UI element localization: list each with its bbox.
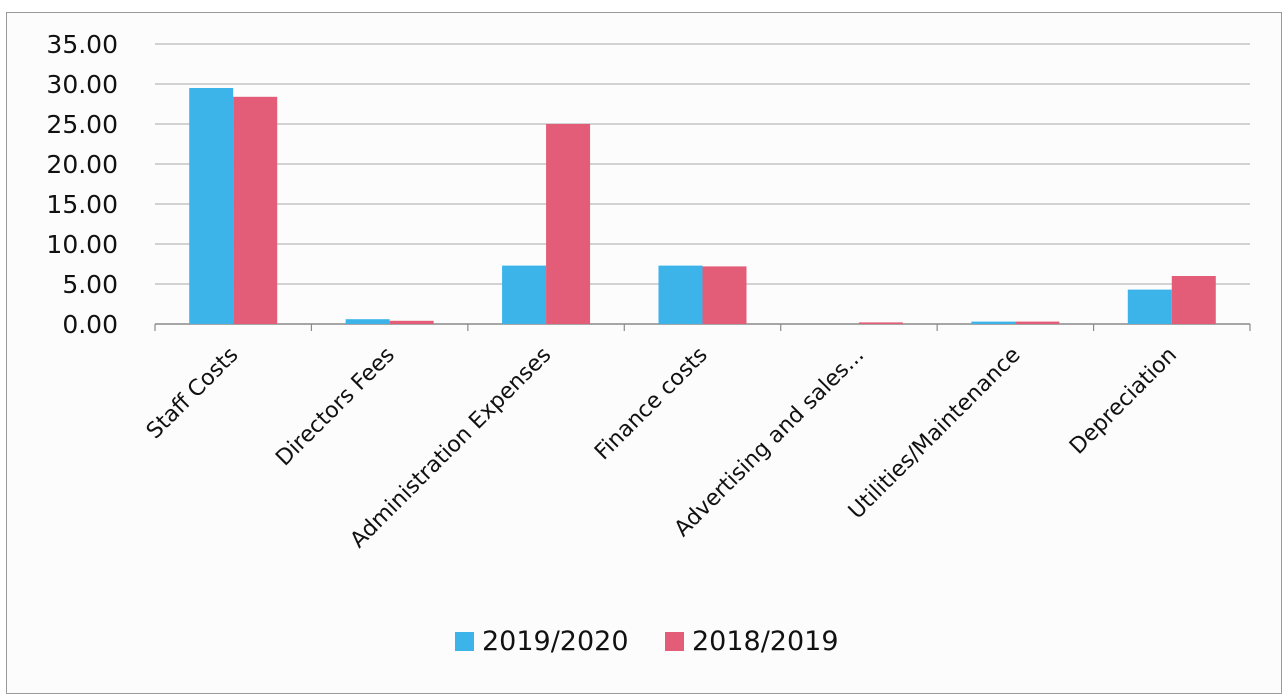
bar-2018-2019-2 <box>546 124 591 324</box>
bar-2018-2019-1 <box>389 320 434 324</box>
x-category-label: Finance costs <box>590 343 713 466</box>
x-axis-category-labels: Staff Costs Directors FeesAdministration … <box>142 343 1182 554</box>
legend: 2019/2020 2018/2019 <box>455 626 839 657</box>
bar-2019-2020-1 <box>345 319 390 324</box>
legend-label: 2019/2020 <box>482 626 629 657</box>
axes <box>154 323 1251 331</box>
bar-2019-2020-5 <box>971 321 1016 324</box>
legend-label: 2018/2019 <box>692 626 839 657</box>
x-category-label: Staff Costs <box>142 343 244 445</box>
gridlines <box>155 43 1250 285</box>
x-category-label: Utilities/Maintenance <box>844 343 1026 525</box>
bar-2018-2019-6 <box>1171 276 1216 324</box>
y-axis-tick-labels: 0.00 5.00 10.00 15.00 20.00 25.00 30.00 35.00 <box>46 30 118 339</box>
x-category-label: Directors Fees <box>271 343 400 472</box>
bar-2019-2020-6 <box>1127 289 1172 324</box>
y-tick-label: 30.00 <box>46 70 118 99</box>
bar-2018-2019-0 <box>233 96 278 324</box>
y-tick-label: 35.00 <box>46 30 118 59</box>
y-tick-label: 25.00 <box>46 110 118 139</box>
legend-swatch <box>455 632 474 651</box>
y-tick-label: 5.00 <box>62 270 118 299</box>
y-tick-label: 20.00 <box>46 150 118 179</box>
y-tick-label: 10.00 <box>46 230 118 259</box>
bar-2018-2019-4 <box>858 322 903 324</box>
bar-2019-2020-2 <box>502 265 547 324</box>
y-tick-label: 15.00 <box>46 190 118 219</box>
bars <box>189 88 1216 324</box>
legend-swatch <box>665 632 684 651</box>
bar-2018-2019-3 <box>702 266 747 324</box>
x-category-label: Depreciation <box>1065 343 1182 460</box>
bar-2019-2020-3 <box>658 265 703 324</box>
bar-2019-2020-0 <box>189 88 234 324</box>
bar-2018-2019-5 <box>1015 321 1060 324</box>
y-tick-label: 0.00 <box>62 310 118 339</box>
